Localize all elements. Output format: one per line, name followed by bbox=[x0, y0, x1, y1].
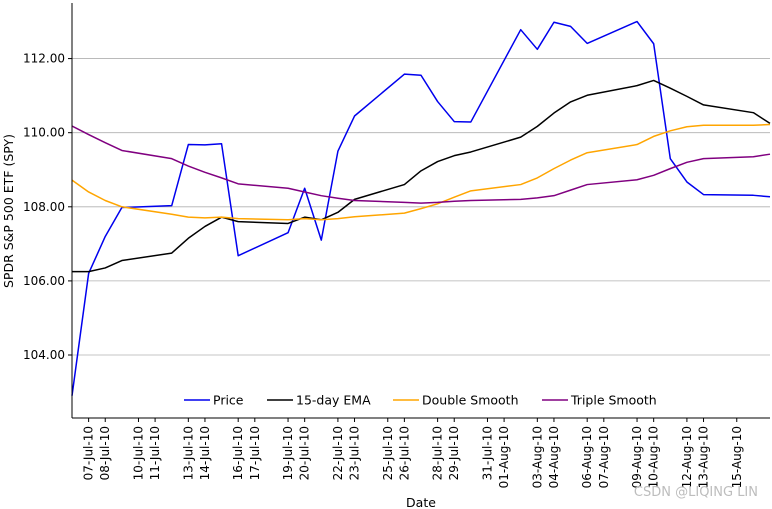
x-tick-label: 19-Jul-10 bbox=[281, 426, 295, 480]
series-line-15-day-ema bbox=[72, 79, 771, 273]
legend-label-price: Price bbox=[213, 393, 244, 408]
y-tick-label: 106.00 bbox=[23, 274, 65, 288]
x-tick-label: 10-Jul-10 bbox=[131, 426, 145, 480]
x-tick-label: 07-Aug-10 bbox=[597, 426, 611, 488]
x-tick-label: 09-Aug-10 bbox=[630, 426, 644, 488]
x-tick-label: 08-Jul-10 bbox=[98, 426, 112, 480]
x-tick-label: 01-Aug-10 bbox=[497, 426, 511, 488]
x-tick-label: 07-Jul-10 bbox=[82, 426, 96, 480]
x-tick-label: 31-Jul-10 bbox=[480, 426, 494, 480]
series-line-price bbox=[71, 20, 771, 396]
x-tick-label: 10-Aug-10 bbox=[647, 426, 661, 488]
y-gridlines bbox=[72, 58, 770, 356]
x-tick-label: 04-Aug-10 bbox=[547, 426, 561, 488]
y-axis-ticks: 104.00 106.00 108.00 110.00 112.00 bbox=[23, 52, 72, 362]
y-tick-label: 112.00 bbox=[23, 52, 65, 66]
x-tick-label: 23-Jul-10 bbox=[348, 426, 362, 480]
x-tick-label: 06-Aug-10 bbox=[580, 426, 594, 488]
x-tick-label: 12-Aug-10 bbox=[680, 426, 694, 488]
legend: Price 15-day EMA Double Smooth Triple Smoot… bbox=[184, 393, 657, 408]
x-axis-ticks: 07-Jul-10 08-Jul-10 10-Jul-10 11-Jul-10 13-J… bbox=[82, 418, 744, 488]
x-tick-label: 16-Jul-10 bbox=[231, 426, 245, 480]
x-tick-label: 14-Jul-10 bbox=[198, 426, 212, 480]
series-line-triple-smooth bbox=[71, 125, 771, 204]
x-tick-label: 17-Jul-10 bbox=[248, 426, 262, 480]
series-line-double-smooth bbox=[71, 123, 771, 221]
x-tick-label: 25-Jul-10 bbox=[381, 426, 395, 480]
x-tick-label: 13-Jul-10 bbox=[181, 426, 195, 480]
x-tick-label: 28-Jul-10 bbox=[431, 426, 445, 480]
axes bbox=[71, 3, 770, 419]
legend-label-15-day-ema: 15-day EMA bbox=[296, 393, 371, 408]
series-lines bbox=[71, 20, 771, 396]
x-tick-label: 22-Jul-10 bbox=[331, 426, 345, 480]
x-tick-label: 13-Aug-10 bbox=[697, 426, 711, 488]
y-axis-title: SPDR S&P 500 ETF (SPY) bbox=[1, 134, 16, 288]
y-tick-label: 104.00 bbox=[23, 348, 65, 362]
legend-label-triple-smooth: Triple Smooth bbox=[570, 393, 657, 408]
x-axis-title: Date bbox=[406, 495, 436, 509]
watermark-text: CSDN @LIQING LIN bbox=[634, 485, 758, 500]
x-tick-label: 03-Aug-10 bbox=[530, 426, 544, 488]
x-tick-label: 11-Jul-10 bbox=[148, 426, 162, 480]
x-tick-label: 29-Jul-10 bbox=[447, 426, 461, 480]
y-tick-label: 110.00 bbox=[23, 126, 65, 140]
x-tick-label: 20-Jul-10 bbox=[298, 426, 312, 480]
y-tick-label: 108.00 bbox=[23, 200, 65, 214]
legend-label-double-smooth: Double Smooth bbox=[422, 393, 519, 408]
x-tick-label: 26-Jul-10 bbox=[397, 426, 411, 480]
x-tick-label: 15-Aug-10 bbox=[730, 426, 744, 488]
